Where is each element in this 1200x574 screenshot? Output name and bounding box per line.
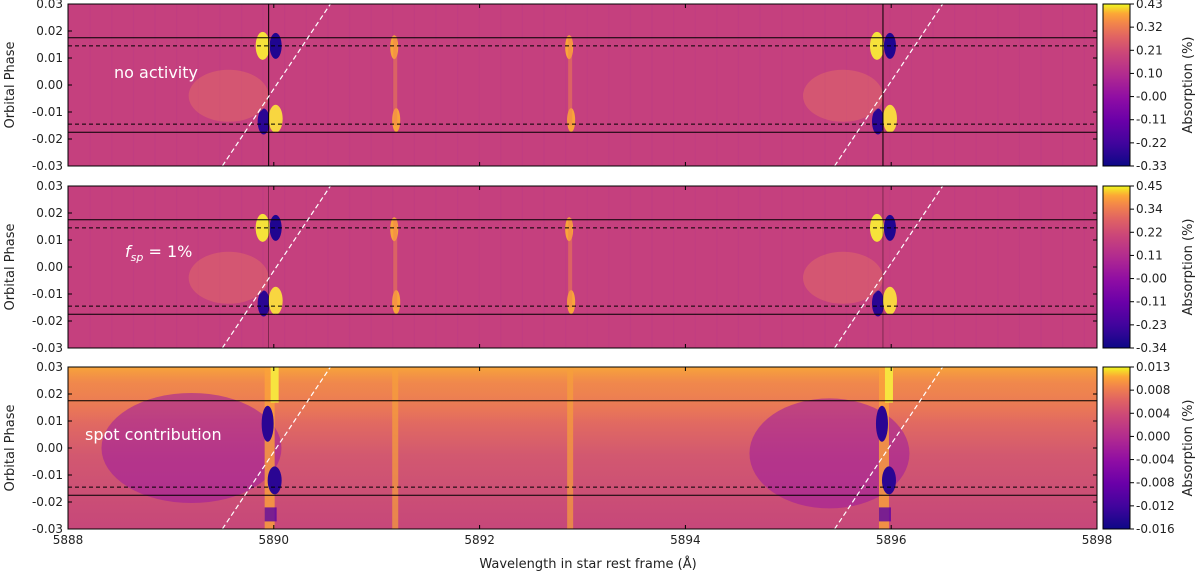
colorbar-tick-label: 0.008	[1136, 383, 1170, 397]
y-tick-label: -0.02	[32, 314, 63, 328]
colorbar-tick-label: 0.11	[1136, 248, 1163, 262]
colorbar-tick-label: -0.34	[1136, 341, 1167, 355]
y-tick-label: -0.01	[32, 287, 63, 301]
y-axis-label: Orbital Phase	[3, 223, 18, 310]
y-tick-label: 0.00	[36, 78, 63, 92]
heatmap-image	[68, 186, 1097, 348]
y-tick-label: 0.02	[36, 24, 63, 38]
colorbar-tick-label: 0.43	[1136, 0, 1163, 11]
colorbar-tick-label: -0.016	[1136, 522, 1175, 536]
planet-track-line	[221, 367, 331, 529]
colorbar-label: Absorption (%)	[1181, 37, 1196, 134]
y-tick-label: 0.03	[36, 360, 63, 374]
colorbar-tick-label: 0.10	[1136, 66, 1163, 80]
y-tick-label: 0.00	[36, 441, 63, 455]
x-axis-label: Wavelength in star rest frame (Å)	[479, 556, 696, 572]
panel-annotation: spot contribution	[85, 425, 222, 444]
x-tick-label: 5898	[1082, 533, 1113, 547]
y-tick-label: -0.03	[32, 159, 63, 173]
y-tick-label: -0.02	[32, 132, 63, 146]
x-tick-label: 5894	[670, 533, 701, 547]
panel-annotation: no activity	[114, 63, 198, 82]
colorbar-tick-label: -0.004	[1136, 453, 1175, 467]
heatmap-image	[68, 4, 1097, 166]
colorbar-tick-label: 0.21	[1136, 43, 1163, 57]
chart-panel-1: 0.03 0.02 0.01 0.00 -0.01 -0.02 -0.03 Orbital P…	[3, 0, 1196, 173]
panel-annotation: fsp = 1%	[125, 242, 192, 264]
y-tick-label: -0.02	[32, 495, 63, 509]
colorbar-tick-label: -0.012	[1136, 499, 1175, 513]
x-tick-label: 5888	[53, 533, 84, 547]
heatmap-image	[68, 367, 1097, 529]
y-tick-label: 0.02	[36, 387, 63, 401]
colorbar-tick-label: 0.45	[1136, 179, 1163, 193]
x-tick-label: 5890	[259, 533, 290, 547]
colorbar-tick-label: 0.34	[1136, 202, 1163, 216]
y-axis-label: Orbital Phase	[3, 404, 18, 491]
y-tick-label: 0.02	[36, 206, 63, 220]
colorbar-tick-label: -0.33	[1136, 159, 1167, 173]
colorbar-label: Absorption (%)	[1181, 400, 1196, 497]
colorbar	[1102, 3, 1131, 167]
colorbar-label: Absorption (%)	[1181, 219, 1196, 316]
y-tick-label: -0.03	[32, 522, 63, 536]
colorbar-tick-label: -0.11	[1136, 113, 1167, 127]
planet-track-line	[221, 4, 331, 166]
colorbar	[1102, 366, 1131, 530]
colorbar-tick-label: -0.008	[1136, 476, 1175, 490]
y-tick-label: -0.03	[32, 341, 63, 355]
colorbar-tick-label: -0.22	[1136, 136, 1167, 150]
x-tick-label: 5892	[464, 533, 495, 547]
y-tick-label: 0.01	[36, 51, 63, 65]
colorbar-tick-label: 0.000	[1136, 429, 1170, 443]
colorbar-tick-label: 0.013	[1136, 360, 1170, 374]
y-tick-label: 0.01	[36, 233, 63, 247]
planet-track-line	[221, 186, 331, 348]
colorbar-tick-label: -0.11	[1136, 295, 1167, 309]
chart-panel-2: 0.03 0.02 0.01 0.00 -0.01 -0.02 -0.03 Orbital P…	[3, 179, 1196, 355]
x-tick-label: 5896	[876, 533, 907, 547]
planet-track-line	[834, 367, 944, 529]
colorbar-tick-label: -0.00	[1136, 90, 1167, 104]
y-tick-label: -0.01	[32, 105, 63, 119]
colorbar	[1102, 185, 1131, 349]
y-tick-label: 0.01	[36, 414, 63, 428]
planet-track-line	[834, 186, 944, 348]
y-tick-label: 0.00	[36, 260, 63, 274]
colorbar-tick-label: 0.22	[1136, 225, 1163, 239]
colorbar-tick-label: 0.004	[1136, 406, 1170, 420]
y-tick-label: -0.01	[32, 468, 63, 482]
y-axis-label: Orbital Phase	[3, 41, 18, 128]
y-tick-label: 0.03	[36, 0, 63, 11]
planet-track-line	[834, 4, 944, 166]
colorbar-tick-label: -0.23	[1136, 318, 1167, 332]
colorbar-tick-label: 0.32	[1136, 20, 1163, 34]
colorbar-tick-label: -0.00	[1136, 272, 1167, 286]
y-tick-label: 0.03	[36, 179, 63, 193]
